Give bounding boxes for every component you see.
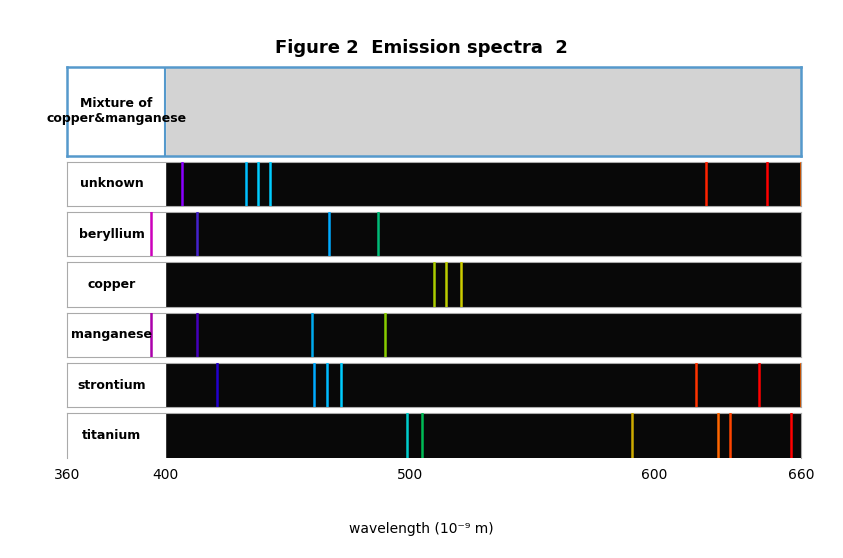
Text: manganese: manganese [71,328,152,341]
Text: unknown: unknown [79,177,143,190]
Bar [67,162,165,206]
Bar [67,212,165,256]
Bar [67,363,165,407]
Text: titanium: titanium [82,429,141,442]
Text: strontium: strontium [77,378,146,392]
Bar [67,413,165,458]
Text: Mixture of
copper&manganese: Mixture of copper&manganese [46,97,186,125]
Bar [67,67,165,156]
Text: copper: copper [88,278,136,291]
Bar [67,262,165,306]
Bar [67,312,165,357]
Text: beryllium: beryllium [78,228,144,240]
Text: wavelength (10⁻⁹ m): wavelength (10⁻⁹ m) [349,522,494,536]
Text: Figure 2  Emission spectra  2: Figure 2 Emission spectra 2 [275,39,568,57]
